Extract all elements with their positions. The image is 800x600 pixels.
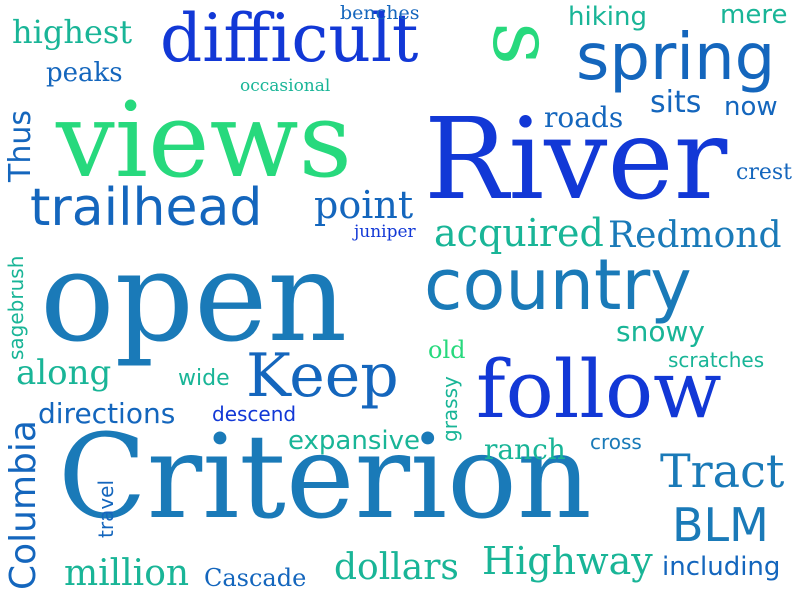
word-mere: mere — [720, 0, 788, 30]
word-now: now — [724, 92, 778, 122]
word-sagebrush: sagebrush — [4, 255, 28, 360]
word-peaks: peaks — [46, 58, 123, 88]
word-highest: highest — [12, 13, 133, 51]
word-tract: Tract — [660, 444, 785, 498]
word-million: million — [64, 553, 190, 594]
word-occasional: occasional — [240, 76, 331, 96]
word-directions: directions — [38, 397, 176, 430]
word-wide: wide — [178, 366, 230, 391]
word-old: old — [428, 336, 466, 364]
word-benches: benches — [340, 2, 420, 24]
word-along: along — [16, 353, 112, 393]
word-dollars: dollars — [334, 547, 459, 588]
word-sits: sits — [650, 85, 702, 120]
word-follow: follow — [476, 343, 722, 436]
word-blm: BLM — [672, 498, 769, 552]
word-views: views — [56, 79, 352, 201]
word-columbia: Columbia — [3, 420, 44, 590]
word-highway: Highway — [482, 539, 653, 583]
word-s: s — [474, 22, 572, 66]
word-snowy: snowy — [616, 315, 705, 348]
word-expansive: expansive — [288, 426, 420, 456]
word-country: country — [424, 244, 692, 326]
word-cross: cross — [590, 430, 642, 454]
word-descend: descend — [212, 402, 297, 426]
word-point: point — [314, 183, 414, 227]
word-redmond: Redmond — [608, 215, 782, 256]
word-criterion: Criterion — [58, 410, 592, 545]
word-trailhead: trailhead — [30, 178, 263, 238]
word-cascade: Cascade — [204, 564, 307, 592]
word-travel: travel — [94, 479, 118, 538]
word-acquired: acquired — [434, 211, 604, 255]
word-hiking: hiking — [568, 2, 647, 32]
word-grassy: grassy — [438, 376, 462, 442]
word-river: River — [424, 95, 728, 225]
word-crest: crest — [736, 160, 792, 185]
word-keep: Keep — [246, 341, 399, 411]
word-including: including — [662, 552, 781, 582]
word-scratches: scratches — [668, 348, 765, 372]
word-spring: spring — [576, 21, 776, 95]
word-roads: roads — [544, 101, 624, 134]
word-juniper: juniper — [354, 222, 416, 242]
word-thus: Thus — [3, 110, 38, 182]
word-difficult: difficult — [160, 0, 419, 77]
word-ranch: ranch — [484, 433, 566, 466]
word-open: open — [40, 226, 348, 370]
